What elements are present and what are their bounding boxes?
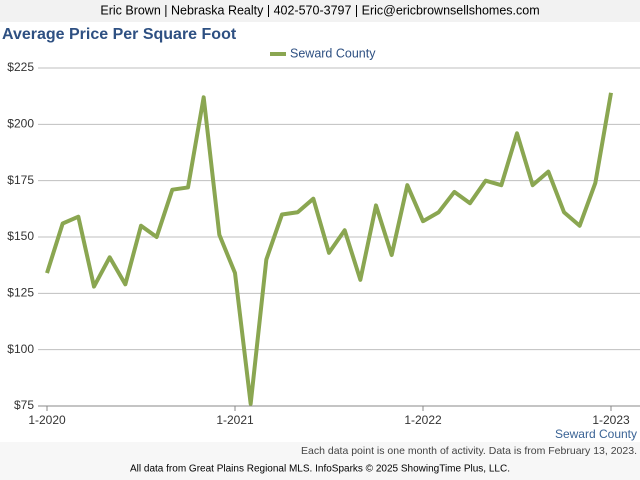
- footer-bar: [0, 442, 640, 480]
- x-axis-note: Seward County: [555, 427, 637, 441]
- chart-title: Average Price Per Square Foot: [2, 26, 237, 43]
- y-tick-label: $100: [7, 342, 34, 356]
- y-tick-label: $200: [7, 117, 34, 131]
- y-tick-label: $75: [14, 398, 34, 412]
- y-tick-label: $125: [7, 286, 34, 300]
- y-tick-label: $150: [7, 229, 34, 243]
- line: [45, 92, 613, 406]
- x-tick-label: 1-2023: [592, 413, 630, 427]
- x-tick-label: 1-2022: [404, 413, 442, 427]
- header-bar: [0, 0, 640, 22]
- x-tick-label: 1-2021: [216, 413, 254, 427]
- header: Eric Brown | Nebraska Realty | 402-570-3…: [100, 3, 539, 17]
- footnote: Each data point is one month of activity…: [301, 445, 637, 457]
- legend-label: Seward County: [290, 46, 376, 60]
- x-tick-label: 1-2020: [28, 413, 66, 427]
- y-tick-label: $225: [7, 60, 34, 74]
- y-tick-label: $175: [7, 173, 34, 187]
- source: All data from Great Plains Regional MLS.…: [130, 464, 510, 475]
